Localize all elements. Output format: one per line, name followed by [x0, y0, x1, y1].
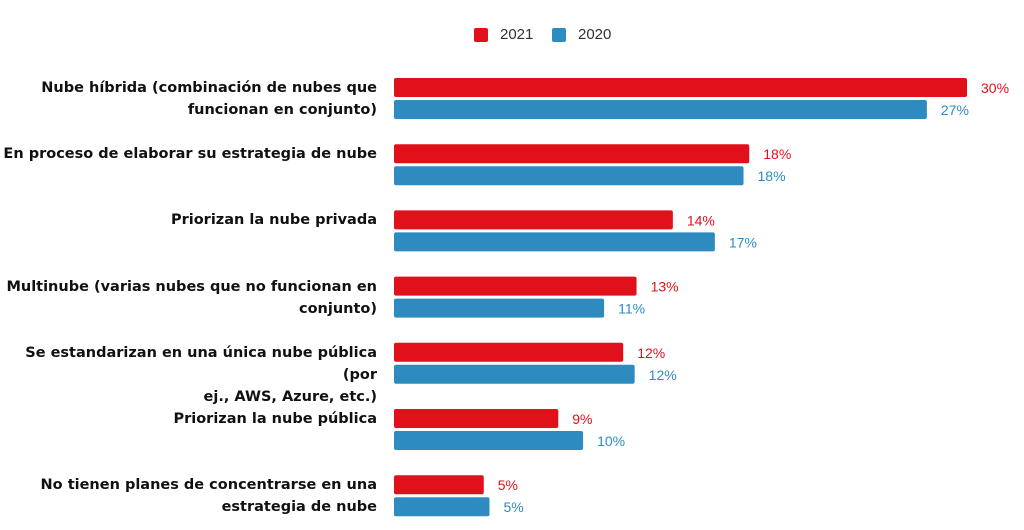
- bar-2021[interactable]: [394, 78, 967, 97]
- bar-2020[interactable]: [394, 232, 715, 252]
- legend: 2021 2020: [0, 26, 1024, 48]
- category-label-line: En proceso de elaborar su estrategia de …: [3, 146, 377, 163]
- bar-2021[interactable]: [394, 342, 624, 362]
- category-label-line: conjunto): [298, 300, 377, 317]
- legend-swatch-2020: [552, 27, 566, 42]
- data-label-2021: 9%: [572, 411, 592, 427]
- data-label-2020: 10%: [597, 433, 625, 449]
- data-label-2021: 13%: [651, 279, 679, 295]
- data-label-2020: 5%: [504, 499, 524, 515]
- legend-label-2020: 2020: [578, 26, 612, 43]
- bar-2020[interactable]: [394, 431, 584, 450]
- data-label-2020: 27%: [941, 102, 969, 118]
- data-label-2020: 17%: [729, 234, 757, 250]
- data-label-2021: 12%: [637, 345, 665, 361]
- category-label: Se estandarizan en una única nube públic…: [0, 342, 377, 408]
- bar-2021[interactable]: [394, 475, 484, 495]
- legend-item-2021[interactable]: 2021: [474, 26, 533, 43]
- legend-item-2020[interactable]: 2020: [552, 26, 611, 43]
- bar-group: 13% 11%: [394, 276, 679, 318]
- bar-2021[interactable]: [394, 276, 637, 296]
- bar-2020[interactable]: [394, 497, 490, 517]
- category-label-line: Multinube (varias nubes que no funcionan…: [6, 278, 377, 295]
- bar-2021[interactable]: [394, 210, 673, 230]
- category-label: Priorizan la nube privada: [0, 209, 377, 231]
- bar-2020[interactable]: [394, 166, 744, 186]
- data-label-2021: 18%: [763, 146, 791, 162]
- data-label-2021: 30%: [981, 80, 1009, 96]
- data-label-2021: 5%: [498, 477, 518, 493]
- category-label-line: funcionan en conjunto): [187, 102, 377, 118]
- bar-2021[interactable]: [394, 144, 750, 164]
- category-label: Priorizan la nube pública: [0, 408, 377, 430]
- bar-group: 30% 27%: [394, 78, 1009, 119]
- category-label: En proceso de elaborar su estrategia de …: [0, 143, 377, 165]
- data-label-2020: 11%: [618, 301, 645, 317]
- bar-group: 14% 17%: [394, 210, 757, 252]
- category-label-line: Priorizan la nube privada: [170, 212, 377, 229]
- category-label: Nube híbrida (combinación de nubes que fu…: [0, 77, 377, 121]
- bar-group: 18%18%: [394, 144, 791, 186]
- data-label-2021: 14%: [687, 212, 715, 228]
- category-label: Multinube (varias nubes que no funcionan…: [0, 276, 377, 320]
- bar-2020[interactable]: [394, 364, 635, 384]
- bar-group: 5%5%: [394, 475, 524, 517]
- category-label: No tienen planes de concentrarse en una e…: [0, 474, 377, 518]
- category-label-line: Priorizan la nube pública: [173, 411, 377, 427]
- legend-swatch-2021: [474, 27, 488, 42]
- category-label-line: No tienen planes de concentrarse en una: [40, 477, 377, 494]
- category-label-line: estrategia de nube: [221, 499, 377, 516]
- bar-group: 12%12%: [394, 342, 677, 384]
- bar-group: 9% 10%: [394, 409, 625, 450]
- data-label-2020: 12%: [649, 367, 677, 383]
- data-label-2020: 18%: [758, 168, 786, 184]
- bar-2020[interactable]: [394, 100, 927, 119]
- category-label-line: Se estandarizan en una única nube públic…: [25, 344, 377, 383]
- bar-2020[interactable]: [394, 298, 605, 318]
- legend-label-2021: 2021: [500, 26, 534, 43]
- category-label-line: ej., AWS, Azure, etc.): [203, 388, 377, 405]
- category-label-line: Nube híbrida (combinación de nubes que: [41, 80, 377, 96]
- bar-2021[interactable]: [394, 409, 559, 428]
